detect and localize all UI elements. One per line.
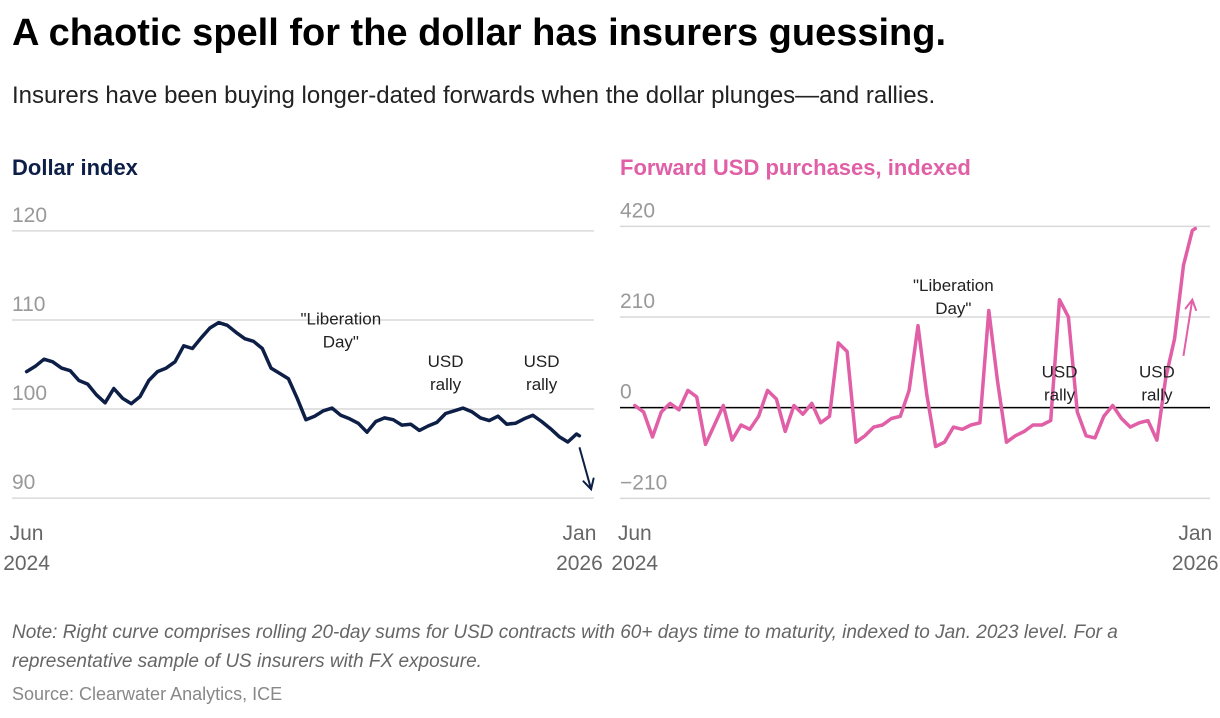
forward-usd-x-tick-year: 2024 xyxy=(611,552,658,575)
forward-usd-y-tick-label: 210 xyxy=(620,290,655,313)
dollar-index-x-tick-label: Jun xyxy=(10,522,44,545)
dollar-index-x-tick-year: 2024 xyxy=(3,552,50,575)
dollar-index-y-tick-label: 90 xyxy=(12,471,35,494)
forward-usd-annotation: USD xyxy=(1042,362,1078,381)
dollar-index-arrow xyxy=(578,447,593,490)
forward-usd-y-tick-label: −210 xyxy=(620,471,667,494)
dollar-index-series-line xyxy=(24,320,582,444)
forward-usd-series-line xyxy=(633,226,1198,449)
dollar-index-annotation: Day" xyxy=(323,332,359,351)
dollar-index-x-tick-year: 2026 xyxy=(556,552,603,575)
right-chart-title: Forward USD purchases, indexed xyxy=(620,155,971,180)
charts-canvas: 120 110 100 90 Jun 2024 Jan 2026 "Liberation Day"… xyxy=(3,199,1218,575)
forward-usd-chart: 420 210 0 −210 Jun 2024 Jan 2026 "Liberation Day"… xyxy=(611,199,1218,575)
page-subtitle: Insurers have been buying longer-dated f… xyxy=(12,82,936,109)
dollar-index-annotation: USD xyxy=(524,352,560,371)
dollar-index-x-tick-label: Jan xyxy=(563,522,597,545)
forward-usd-annotation: rally xyxy=(1044,385,1076,404)
forward-usd-annotation: USD xyxy=(1139,362,1175,381)
dollar-index-annotation: rally xyxy=(526,375,558,394)
forward-usd-y-tick-label: 420 xyxy=(620,199,655,222)
forward-usd-annotation: Day" xyxy=(935,299,971,318)
dollar-index-y-tick-label: 110 xyxy=(12,293,45,316)
forward-usd-arrow xyxy=(1182,299,1194,357)
chart-source: Source: Clearwater Analytics, ICE xyxy=(12,684,283,704)
left-chart-title: Dollar index xyxy=(12,155,138,180)
forward-usd-x-tick-label: Jan xyxy=(1178,522,1212,545)
forward-usd-x-tick-year: 2026 xyxy=(1172,552,1219,575)
dollar-index-annotation: rally xyxy=(430,375,462,394)
forward-usd-annotation: rally xyxy=(1141,385,1173,404)
chart-note: Note: Right curve comprises rolling 20-d… xyxy=(12,622,1118,672)
page-title: A chaotic spell for the dollar has insur… xyxy=(12,12,947,54)
dollar-index-y-tick-label: 100 xyxy=(12,382,47,405)
dollar-index-annotation: USD xyxy=(428,352,464,371)
forward-usd-arrow-head xyxy=(1184,297,1198,312)
dollar-index-y-tick-label: 120 xyxy=(12,204,47,227)
forward-usd-annotation: "Liberation xyxy=(913,276,994,295)
forward-usd-x-tick-label: Jun xyxy=(618,522,652,545)
dollar-index-chart: 120 110 100 90 Jun 2024 Jan 2026 "Liberation Day"… xyxy=(3,204,603,575)
dollar-index-arrow-head xyxy=(582,477,595,492)
dollar-index-annotation: "Liberation xyxy=(300,309,381,328)
forward-usd-y-tick-label: 0 xyxy=(620,381,632,404)
